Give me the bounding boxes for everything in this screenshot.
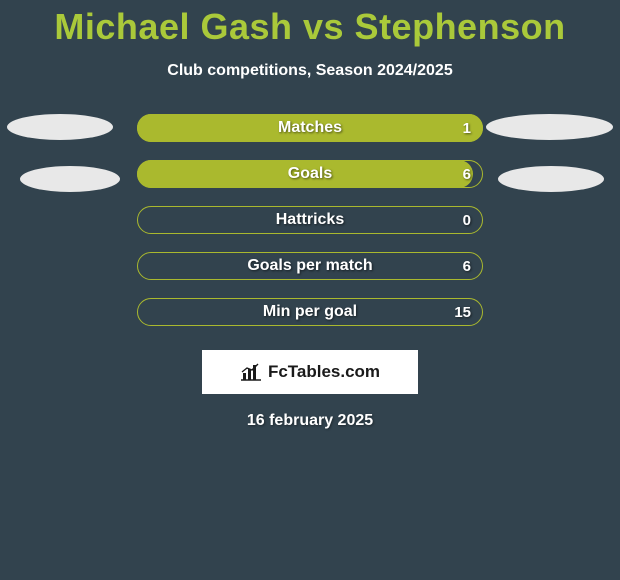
subtitle: Club competitions, Season 2024/2025 xyxy=(0,62,620,80)
bar-chart-icon xyxy=(240,363,262,381)
bar-track xyxy=(137,206,483,234)
player-ellipse-left-1 xyxy=(7,114,113,140)
player-ellipse-left-2 xyxy=(20,166,120,192)
bar-row: Goals 6 xyxy=(137,160,483,188)
fctables-logo[interactable]: FcTables.com xyxy=(202,350,418,394)
logo-text: FcTables.com xyxy=(268,362,380,382)
chart-area: Matches 1 Goals 6 Hattricks 0 Goals per … xyxy=(0,114,620,430)
bar-fill xyxy=(137,160,473,188)
bar-row: Goals per match 6 xyxy=(137,252,483,280)
page-title: Michael Gash vs Stephenson xyxy=(0,0,620,48)
bar-row: Min per goal 15 xyxy=(137,298,483,326)
bars-container: Matches 1 Goals 6 Hattricks 0 Goals per … xyxy=(137,114,483,326)
player-ellipse-right-2 xyxy=(498,166,604,192)
bar-row: Hattricks 0 xyxy=(137,206,483,234)
bar-row: Matches 1 xyxy=(137,114,483,142)
bar-track xyxy=(137,252,483,280)
bar-fill xyxy=(137,114,483,142)
player-ellipse-right-1 xyxy=(486,114,613,140)
bar-track xyxy=(137,298,483,326)
date-label: 16 february 2025 xyxy=(0,412,620,430)
